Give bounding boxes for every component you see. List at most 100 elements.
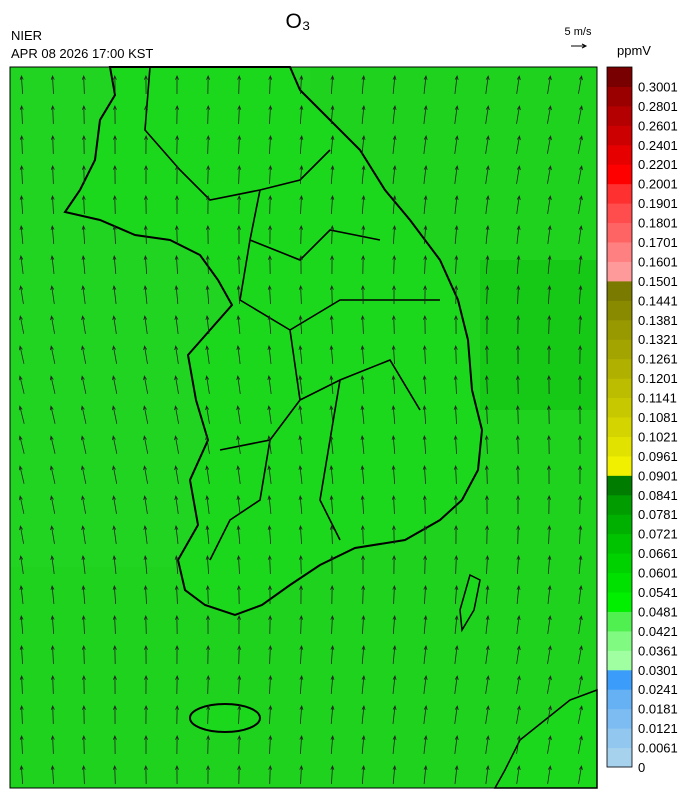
wind-arrow — [18, 375, 25, 394]
wind-arrow — [206, 194, 210, 215]
wind-arrow — [81, 194, 86, 215]
colorbar-label: 0.0901 — [638, 468, 678, 483]
wind-arrow — [578, 344, 583, 365]
wind-arrow — [81, 74, 86, 95]
wind-arrow — [81, 134, 86, 155]
wind-arrow — [143, 375, 149, 394]
wind-arrow — [485, 524, 490, 545]
wind-arrow — [268, 614, 273, 635]
province-borders — [144, 66, 440, 561]
wind-arrow — [454, 675, 459, 694]
wind-arrow — [19, 164, 24, 185]
wind-arrow — [547, 645, 552, 664]
wind-arrow — [547, 284, 552, 305]
wind-arrow — [516, 105, 521, 124]
wind-arrow — [237, 194, 242, 215]
colorbar-segment — [607, 455, 632, 476]
wind-arrow — [81, 734, 86, 755]
colorbar-label: 0.0661 — [638, 546, 678, 561]
wind-arrow — [50, 555, 55, 574]
wind-arrow — [454, 735, 459, 754]
wind-arrow — [330, 224, 335, 245]
wind-arrow — [578, 494, 583, 515]
wind-arrow — [454, 284, 459, 305]
wind-arrow — [547, 225, 552, 244]
wind-arrow — [485, 554, 490, 575]
wind-arrow — [267, 524, 272, 545]
wind-arrow — [423, 705, 428, 724]
colorbar-segment — [607, 630, 632, 651]
wind-arrow — [143, 194, 148, 215]
wind-arrow — [205, 224, 210, 245]
wind-arrow — [81, 704, 86, 725]
wind-arrow — [485, 615, 490, 634]
wind-arrow — [50, 255, 55, 274]
wind-arrow — [237, 674, 242, 695]
wind-arrow — [392, 554, 396, 575]
wind-arrow — [485, 765, 490, 784]
wind-arrow — [423, 225, 428, 245]
wind-arrow — [49, 435, 56, 454]
colorbar-label: 0.0781 — [638, 507, 678, 522]
wind-arrow — [236, 584, 241, 605]
wind-arrow — [143, 584, 148, 605]
wind-arrow — [329, 345, 334, 365]
wind-arrow — [206, 644, 211, 665]
wind-arrow — [330, 165, 335, 185]
wind-arrow — [112, 644, 117, 665]
wind-arrow — [174, 375, 179, 394]
wind-arrow — [81, 285, 86, 304]
wind-arrow — [392, 284, 396, 304]
wind-arrow — [298, 495, 303, 515]
wind-arrow — [516, 165, 521, 184]
wind-arrow — [391, 405, 396, 425]
wind-arrow — [578, 225, 583, 244]
colorbar-label: 0.1141 — [638, 391, 677, 406]
colorbar-label: 0.0961 — [638, 449, 678, 464]
wind-arrow — [19, 255, 24, 274]
wind-arrow — [298, 405, 303, 424]
wind-arrow — [360, 314, 365, 335]
wind-arrow — [361, 254, 366, 275]
wind-arrow — [236, 284, 241, 305]
wind-arrow — [515, 374, 520, 395]
wind-arrow — [392, 165, 397, 184]
wind-arrow — [485, 705, 490, 724]
wind-arrow — [360, 435, 365, 454]
wind-arrow — [361, 675, 366, 694]
wind-arrow — [516, 705, 521, 724]
timestamp: APR 08 2026 17:00 KST — [11, 46, 153, 61]
wind-arrow — [361, 764, 366, 785]
wind-arrow — [454, 195, 459, 214]
wind-arrow — [81, 164, 86, 185]
wind-arrow — [237, 614, 241, 635]
colorbar-label: 0.0361 — [638, 643, 678, 658]
wind-arrow — [237, 644, 242, 665]
wind-arrow — [391, 464, 396, 485]
wind-arrow — [175, 134, 180, 155]
wind-arrow — [298, 524, 303, 545]
wind-arrow — [485, 254, 490, 275]
wind-arrow — [237, 164, 242, 185]
wind-arrow — [175, 734, 179, 755]
wind-arrow — [80, 375, 87, 394]
wind-arrow — [361, 165, 366, 184]
wind-arrow — [329, 375, 334, 394]
wind-arrow — [516, 344, 520, 365]
colorbar-segment — [607, 261, 632, 282]
wind-arrow — [299, 224, 304, 245]
colorbar-segment — [607, 417, 632, 437]
wind-arrow — [360, 524, 365, 545]
colorbar-segment — [607, 514, 632, 535]
wind-arrow — [454, 314, 458, 335]
wind-arrow — [113, 674, 117, 695]
wind-arrow — [268, 764, 273, 785]
wind-arrow — [578, 255, 583, 274]
wind-arrow — [174, 525, 179, 544]
colorbar-segment — [607, 747, 632, 768]
wind-arrow — [236, 435, 241, 454]
wind-arrow — [361, 135, 366, 154]
wind-arrow — [174, 345, 179, 364]
wind-arrow — [392, 224, 397, 245]
wind-arrow — [19, 285, 24, 304]
